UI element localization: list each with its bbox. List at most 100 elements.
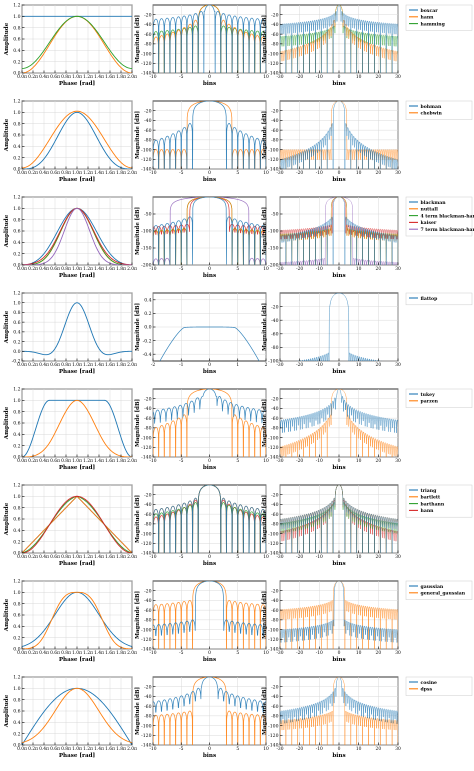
right-xlabel: bins bbox=[332, 273, 345, 279]
time-x-xtick-label: 2.0π bbox=[127, 651, 137, 656]
right-spectrum-panel: -20-40-60-80-100-120-140-30 -20 -10 0 10 20 30… bbox=[262, 388, 401, 471]
mid-y-ytick-label: -60 bbox=[144, 128, 151, 134]
right-x-xtick-label: 30 bbox=[395, 75, 401, 80]
time-x-xtick-label: 1.2π bbox=[83, 555, 93, 560]
time-xlabel: Phase [rad] bbox=[59, 465, 95, 471]
right-spectrum-panel: -20-40-60-80-100-120-140-30 -20 -10 0 10 20 30… bbox=[262, 580, 401, 663]
mid-y-ytick-label: -80 bbox=[144, 426, 151, 432]
right-y-ytick-label: -40 bbox=[271, 22, 278, 28]
mid-series-hann bbox=[153, 485, 266, 553]
right-ylabel: Magnitude [dB] bbox=[262, 207, 268, 255]
time-x-xtick-label: 1.2π bbox=[83, 363, 93, 368]
time-y-ytick-label: 0.6 bbox=[13, 421, 20, 427]
time-x-xtick-label: 2.0π bbox=[127, 459, 137, 464]
right-xlabel: bins bbox=[332, 561, 345, 567]
mid-x-xtick-label: 10 bbox=[263, 75, 269, 80]
mid-y-ytick-label: -120 bbox=[141, 733, 151, 739]
time-x-xtick-label: 1.4π bbox=[94, 555, 104, 560]
time-x-xtick-label: 1.0π bbox=[72, 267, 82, 272]
right-series-bohman bbox=[280, 101, 398, 169]
mid-ylabel: Magnitude [dB] bbox=[135, 303, 141, 351]
mid-y-ytick-label: -60 bbox=[144, 32, 151, 38]
time-series-parzen bbox=[22, 399, 132, 457]
time-x-xtick-label: 1.8π bbox=[116, 747, 126, 752]
mid-x-xtick-label: 10 bbox=[263, 267, 269, 272]
right-x-xtick-label: -10 bbox=[316, 459, 323, 464]
time-x-xtick-label: 2.0π bbox=[127, 555, 137, 560]
time-y-ytick-label: 1.2 bbox=[13, 579, 20, 585]
time-x-xtick-label: 1.2π bbox=[83, 75, 93, 80]
time-x-xtick-label: 0.0π bbox=[17, 363, 27, 368]
figure-row-4: -0.2 0.0 0.2 0.4 0.6 0.8 1.0 1.2 0.0π 0.2π 0.4π 0.6… bbox=[4, 291, 473, 375]
mid-ylabel: Magnitude [dB] bbox=[135, 399, 141, 447]
time-y-ytick-label: 0.0 bbox=[13, 349, 20, 355]
right-x-xtick-label: 20 bbox=[376, 75, 382, 80]
time-y-ytick-label: 0.8 bbox=[13, 505, 20, 511]
time-domain-panel: 0.0 0.2 0.4 0.6 0.8 1.0 1.2 0.0π 0.2π 0.4π 0.6π 0.8… bbox=[4, 387, 137, 471]
mid-y-ytick-label: -60 bbox=[144, 704, 151, 710]
legend-entry: general_gaussian bbox=[421, 591, 466, 597]
time-x-xtick-label: 1.8π bbox=[116, 459, 126, 464]
mid-ylabel: Magnitude [dB] bbox=[135, 15, 141, 63]
time-y-ytick-label: 0.4 bbox=[13, 144, 20, 150]
mid-x-xtick-label: -5 bbox=[179, 651, 183, 656]
mid-y-ytick-label: -140 bbox=[141, 167, 151, 173]
right-x-xtick-label: -30 bbox=[276, 459, 283, 464]
time-domain-panel: 0.0 0.2 0.4 0.6 0.8 1.0 1.2 0.0π 0.2π 0.4π 0.6π 0.8… bbox=[4, 195, 137, 279]
mid-y-ytick-label: -80 bbox=[144, 42, 151, 48]
right-x-xtick-label: -30 bbox=[276, 747, 283, 752]
mid-x-xtick-label: 10 bbox=[263, 747, 269, 752]
time-y-ytick-label: 0.8 bbox=[13, 601, 20, 607]
right-y-ytick-label: -120 bbox=[268, 61, 278, 67]
time-series-hamming bbox=[22, 15, 132, 69]
time-x-xtick-label: 2.0π bbox=[127, 171, 137, 176]
time-y-ytick-label: 0.2 bbox=[13, 59, 20, 65]
time-x-xtick-label: 0.2π bbox=[28, 747, 38, 752]
legend-entry: kaiser bbox=[421, 220, 437, 226]
right-y-ytick-label: -100 bbox=[268, 627, 278, 633]
right-y-ytick-label: -120 bbox=[268, 637, 278, 643]
time-ylabel: Amplitude bbox=[4, 694, 10, 728]
time-x-xtick-label: 1.6π bbox=[105, 363, 115, 368]
right-spectrum-panel: -20-40-60-80-100-30 -20 -10 0 10 20 30binsMagn… bbox=[262, 292, 401, 375]
legend-entry: dpss bbox=[421, 687, 433, 693]
mid-x-xtick-label: -10 bbox=[149, 555, 156, 560]
right-x-xtick-label: 30 bbox=[395, 171, 401, 176]
time-y-ytick-label: 0.2 bbox=[13, 539, 20, 545]
time-x-xtick-label: 0.8π bbox=[61, 363, 71, 368]
time-x-xtick-label: 1.6π bbox=[105, 747, 115, 752]
legend-box bbox=[405, 676, 473, 696]
mid-y-ytick-label: -80 bbox=[144, 714, 151, 720]
mid-y-ytick-label: -20 bbox=[144, 396, 151, 402]
right-y-ytick-label: -80 bbox=[271, 522, 278, 528]
time-y-ytick-label: 0.8 bbox=[13, 409, 20, 415]
mid-xlabel: bins bbox=[203, 561, 216, 567]
right-series-hann bbox=[280, 5, 398, 73]
figure-row-8: 0.0 0.2 0.4 0.6 0.8 1.0 1.2 0.0π 0.2π 0.4π 0.6π 0.8… bbox=[4, 675, 473, 759]
right-series-hann bbox=[280, 485, 398, 553]
mid-x-xtick-label: 0 bbox=[208, 747, 211, 752]
right-y-ytick-label: -140 bbox=[268, 743, 278, 749]
legend-entry: bohman bbox=[421, 104, 442, 110]
time-x-xtick-label: 1.4π bbox=[94, 75, 104, 80]
mid-y-ytick-label: -60 bbox=[144, 416, 151, 422]
time-x-xtick-label: 0.8π bbox=[61, 75, 71, 80]
right-x-xtick-label: -10 bbox=[316, 747, 323, 752]
mid-y-ytick-label: -100 bbox=[141, 531, 151, 537]
time-x-xtick-label: 0.6π bbox=[50, 75, 60, 80]
time-y-ytick-label: 0.4 bbox=[13, 330, 20, 336]
right-x-xtick-label: 20 bbox=[376, 363, 382, 368]
time-x-xtick-label: 0.2π bbox=[28, 555, 38, 560]
right-x-xtick-label: -20 bbox=[296, 555, 303, 560]
time-ylabel: Amplitude bbox=[4, 214, 10, 248]
time-xlabel: Phase [rad] bbox=[59, 561, 95, 567]
mid-y-ytick-label: -140 bbox=[141, 743, 151, 749]
mid-series-gaussian bbox=[153, 581, 266, 637]
right-y-ytick-label: -40 bbox=[271, 502, 278, 508]
mid-x-xtick-label: -10 bbox=[149, 75, 156, 80]
mid-ylabel: Magnitude [dB] bbox=[135, 111, 141, 159]
mid-y-ytick-label: -40 bbox=[144, 22, 151, 28]
time-x-xtick-label: 1.2π bbox=[83, 651, 93, 656]
mid-ylabel: Magnitude [dB] bbox=[135, 207, 141, 255]
time-ylabel: Amplitude bbox=[4, 22, 10, 56]
